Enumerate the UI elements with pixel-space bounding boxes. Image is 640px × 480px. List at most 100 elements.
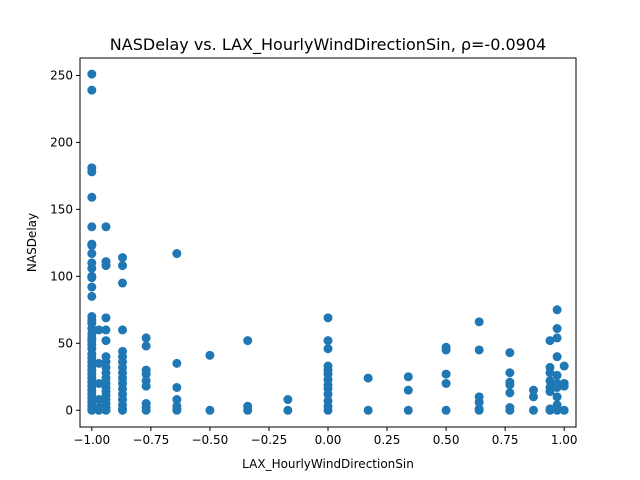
scatter-point bbox=[283, 405, 293, 415]
scatter-point bbox=[545, 368, 555, 378]
scatter-point bbox=[243, 336, 253, 346]
scatter-point bbox=[363, 373, 373, 383]
scatter-point bbox=[528, 392, 538, 402]
scatter-point bbox=[505, 405, 515, 415]
scatter-point bbox=[323, 344, 333, 354]
scatter-point bbox=[172, 405, 182, 415]
scatter-point bbox=[474, 345, 484, 355]
scatter-point bbox=[172, 249, 182, 259]
scatter-point bbox=[552, 382, 562, 392]
scatter-point bbox=[205, 350, 215, 360]
scatter-point bbox=[559, 381, 569, 391]
scatter-point bbox=[87, 291, 97, 301]
scatter-point bbox=[87, 222, 97, 232]
scatter-point bbox=[552, 370, 562, 380]
chart-title: NASDelay vs. LAX_HourlyWindDirectionSin,… bbox=[110, 35, 546, 55]
scatter-point bbox=[545, 405, 555, 415]
scatter-point bbox=[87, 263, 97, 273]
x-tick-label: 0.00 bbox=[315, 433, 342, 447]
scatter-point bbox=[323, 389, 333, 399]
y-tick-label: 50 bbox=[58, 336, 73, 350]
scatter-point bbox=[559, 361, 569, 371]
scatter-point bbox=[101, 313, 111, 323]
scatter-point bbox=[545, 376, 555, 386]
y-tick-label: 100 bbox=[50, 269, 73, 283]
x-tick-label: −1.00 bbox=[73, 433, 110, 447]
scatter-point bbox=[545, 336, 555, 346]
points-layer bbox=[87, 69, 569, 415]
y-tick-label: 250 bbox=[50, 68, 73, 82]
scatter-point bbox=[141, 333, 151, 343]
scatter-point bbox=[403, 405, 413, 415]
x-tick-label: 0.25 bbox=[374, 433, 401, 447]
scatter-point bbox=[172, 382, 182, 392]
scatter-point bbox=[101, 336, 111, 346]
scatter-point bbox=[94, 358, 104, 368]
scatter-point bbox=[101, 261, 111, 271]
scatter-point bbox=[101, 405, 111, 415]
x-tick-label: 1.00 bbox=[551, 433, 578, 447]
scatter-point bbox=[101, 325, 111, 335]
scatter-point bbox=[505, 368, 515, 378]
scatter-point bbox=[101, 222, 111, 232]
x-axis-label: LAX_HourlyWindDirectionSin bbox=[242, 457, 414, 471]
scatter-point bbox=[243, 405, 253, 415]
scatter-point bbox=[552, 305, 562, 315]
x-axis-ticks: −1.00 −0.75 −0.50 −0.25 0.00 0.25 0.50 0.75 1.00 bbox=[73, 427, 578, 447]
scatter-point bbox=[323, 405, 333, 415]
scatter-point bbox=[94, 405, 104, 415]
scatter-point bbox=[87, 273, 97, 283]
x-tick-label: 0.75 bbox=[492, 433, 519, 447]
scatter-point bbox=[118, 253, 128, 263]
scatter-point bbox=[87, 167, 97, 177]
scatter-point bbox=[283, 395, 293, 405]
scatter-point bbox=[323, 313, 333, 323]
scatter-point bbox=[87, 85, 97, 95]
scatter-point bbox=[205, 405, 215, 415]
scatter-point bbox=[87, 282, 97, 292]
scatter-point bbox=[172, 358, 182, 368]
scatter-point bbox=[87, 249, 97, 259]
scatter-point bbox=[505, 380, 515, 390]
scatter-point bbox=[141, 381, 151, 391]
scatter-point bbox=[87, 405, 97, 415]
scatter-point bbox=[528, 405, 538, 415]
y-tick-label: 150 bbox=[50, 202, 73, 216]
scatter-point bbox=[528, 385, 538, 395]
scatter-point bbox=[403, 372, 413, 382]
y-axis-label: NASDelay bbox=[25, 213, 39, 272]
scatter-point bbox=[323, 336, 333, 346]
scatter-point bbox=[474, 405, 484, 415]
scatter-point bbox=[87, 192, 97, 202]
x-tick-label: −0.75 bbox=[132, 433, 169, 447]
scatter-point bbox=[552, 324, 562, 334]
scatter-point bbox=[474, 397, 484, 407]
x-tick-label: −0.50 bbox=[192, 433, 229, 447]
scatter-point bbox=[552, 392, 562, 402]
scatter-point bbox=[141, 369, 151, 379]
scatter-point bbox=[118, 325, 128, 335]
scatter-point bbox=[363, 405, 373, 415]
y-tick-label: 200 bbox=[50, 135, 73, 149]
scatter-point bbox=[118, 278, 128, 288]
x-tick-label: −0.25 bbox=[251, 433, 288, 447]
scatter-point bbox=[87, 69, 97, 79]
scatter-point bbox=[552, 405, 562, 415]
scatter-point bbox=[172, 395, 182, 405]
scatter-point bbox=[118, 261, 128, 271]
scatter-point bbox=[87, 241, 97, 251]
scatter-point bbox=[441, 345, 451, 355]
scatter-point bbox=[552, 333, 562, 343]
scatter-point bbox=[545, 387, 555, 397]
scatter-point bbox=[559, 405, 569, 415]
scatter-point bbox=[441, 369, 451, 379]
scatter-point bbox=[118, 405, 128, 415]
scatter-point bbox=[505, 348, 515, 358]
y-tick-label: 0 bbox=[65, 403, 73, 417]
scatter-point bbox=[505, 388, 515, 398]
scatter-point bbox=[441, 378, 451, 388]
scatter-point bbox=[94, 325, 104, 335]
scatter-point bbox=[94, 395, 104, 405]
scatter-point bbox=[474, 317, 484, 327]
